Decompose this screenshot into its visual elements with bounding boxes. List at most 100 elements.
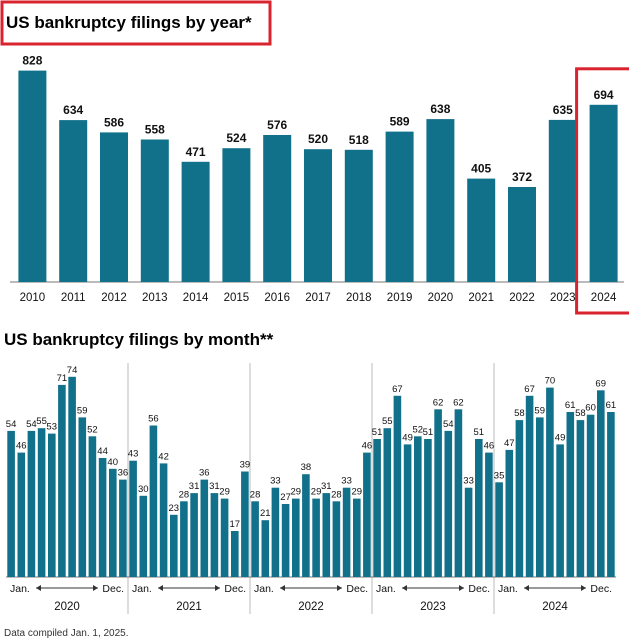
jan-label: Jan. xyxy=(498,583,518,595)
year-group-label: 2020 xyxy=(54,601,80,613)
month-value-label: 51 xyxy=(474,427,485,438)
month-value-label: 28 xyxy=(179,489,190,500)
month-bar xyxy=(190,493,198,577)
month-bar xyxy=(220,498,229,577)
dec-label: Dec. xyxy=(224,583,246,595)
month-bar xyxy=(271,487,280,577)
month-bar xyxy=(231,531,239,577)
year-bar xyxy=(181,161,210,282)
month-bar xyxy=(363,452,371,577)
month-value-label: 58 xyxy=(575,408,586,419)
title-highlight-box xyxy=(0,0,272,46)
month-bar xyxy=(434,409,442,577)
month-value-label: 31 xyxy=(209,481,220,492)
month-value-label: 62 xyxy=(453,397,464,408)
month-value-label: 43 xyxy=(128,449,139,460)
year-bar xyxy=(263,135,292,282)
year-bar xyxy=(304,149,332,282)
month-bar xyxy=(159,463,168,577)
monthly-chart-title: US bankruptcy filings by month** xyxy=(4,330,274,349)
month-value-label: 28 xyxy=(331,489,342,500)
year-value-label: 576 xyxy=(267,118,287,132)
month-value-label: 62 xyxy=(433,397,444,408)
month-bar xyxy=(129,460,137,577)
year-bar xyxy=(589,104,618,282)
arrow-right-icon xyxy=(93,585,98,591)
month-value-label: 36 xyxy=(199,468,210,479)
year-group-label: 2023 xyxy=(420,601,446,613)
month-bar xyxy=(48,433,56,577)
month-bar xyxy=(353,498,361,577)
highlight-box-2024 xyxy=(575,67,629,315)
month-value-label: 39 xyxy=(240,460,251,471)
month-bar xyxy=(342,487,351,577)
month-value-label: 36 xyxy=(118,468,129,479)
dec-label: Dec. xyxy=(346,583,368,595)
month-value-label: 38 xyxy=(301,462,312,473)
month-bar xyxy=(464,487,473,577)
year-tick-label: 2023 xyxy=(550,292,576,304)
month-bar xyxy=(546,387,554,577)
month-value-label: 21 xyxy=(260,508,271,519)
month-value-label: 55 xyxy=(36,416,47,427)
month-value-label: 67 xyxy=(524,384,535,395)
year-bar xyxy=(426,119,455,282)
arrow-right-icon xyxy=(215,585,220,591)
jan-label: Jan. xyxy=(132,583,152,595)
month-value-label: 52 xyxy=(87,424,98,435)
year-value-label: 520 xyxy=(308,132,328,146)
year-tick-label: 2022 xyxy=(509,292,535,304)
month-bar xyxy=(170,514,178,577)
month-value-label: 61 xyxy=(565,400,576,411)
month-value-label: 47 xyxy=(504,438,515,449)
year-tick-label: 2015 xyxy=(224,292,250,304)
month-bar xyxy=(556,444,564,577)
month-bar xyxy=(424,439,432,577)
month-value-label: 69 xyxy=(595,378,606,389)
year-value-label: 694 xyxy=(594,88,614,102)
month-bar xyxy=(292,498,300,577)
month-bar xyxy=(139,495,148,577)
year-value-label: 634 xyxy=(63,103,83,117)
month-bar xyxy=(68,376,76,577)
month-bar xyxy=(17,452,26,577)
year-bar xyxy=(140,139,169,282)
arrow-right-icon xyxy=(581,585,586,591)
month-bar xyxy=(332,501,341,577)
year-tick-label: 2017 xyxy=(305,292,331,304)
month-value-label: 17 xyxy=(230,519,241,530)
month-value-label: 31 xyxy=(321,481,332,492)
month-value-label: 55 xyxy=(382,416,393,427)
month-bar xyxy=(505,449,514,577)
year-value-label: 372 xyxy=(512,170,532,184)
dec-label: Dec. xyxy=(590,583,612,595)
year-group-label: 2021 xyxy=(176,601,202,613)
month-bar xyxy=(7,430,15,577)
month-value-label: 54 xyxy=(26,419,37,430)
month-bar xyxy=(109,468,117,577)
year-value-label: 524 xyxy=(226,131,246,145)
month-bar xyxy=(210,493,219,577)
month-bar xyxy=(281,504,290,577)
arrow-left-icon xyxy=(280,585,285,591)
month-bar xyxy=(444,430,453,577)
month-bar xyxy=(373,439,381,577)
year-bar xyxy=(385,131,414,282)
year-bar xyxy=(59,120,88,282)
month-value-label: 59 xyxy=(77,405,88,416)
month-value-label: 30 xyxy=(138,484,149,495)
month-value-label: 61 xyxy=(606,400,617,411)
jan-label: Jan. xyxy=(10,583,30,595)
footnote: Data compiled Jan. 1, 2025. xyxy=(4,628,129,639)
month-value-label: 74 xyxy=(67,365,78,376)
year-value-label: 471 xyxy=(186,145,206,159)
month-value-label: 54 xyxy=(6,419,17,430)
month-value-label: 53 xyxy=(46,422,57,433)
month-bar xyxy=(403,444,412,577)
year-value-label: 586 xyxy=(104,115,124,129)
year-tick-label: 2014 xyxy=(183,292,209,304)
jan-label: Jan. xyxy=(254,583,274,595)
month-value-label: 29 xyxy=(352,487,363,498)
month-bar xyxy=(566,412,575,577)
month-bar xyxy=(88,436,97,577)
